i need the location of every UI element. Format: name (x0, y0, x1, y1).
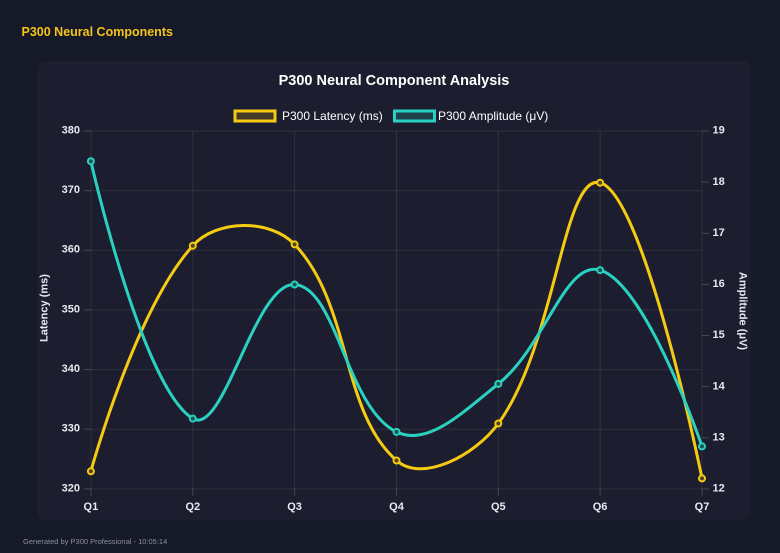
svg-text:360: 360 (62, 244, 80, 256)
svg-text:Q2: Q2 (185, 501, 200, 513)
svg-text:Amplitude (μV): Amplitude (μV) (737, 272, 749, 351)
svg-text:16: 16 (713, 278, 725, 290)
svg-text:370: 370 (62, 184, 80, 196)
svg-text:14: 14 (713, 380, 726, 392)
svg-text:350: 350 (62, 303, 80, 315)
svg-text:18: 18 (713, 176, 725, 188)
svg-text:Q6: Q6 (593, 501, 608, 513)
svg-text:Q7: Q7 (695, 501, 710, 513)
svg-text:P300 Neural Component Analysis: P300 Neural Component Analysis (279, 73, 510, 89)
svg-text:Generated by P300 Professional: Generated by P300 Professional - 10:05:1… (23, 537, 167, 546)
svg-text:19: 19 (713, 125, 725, 137)
svg-text:P300 Amplitude (μV): P300 Amplitude (μV) (438, 109, 548, 123)
svg-text:320: 320 (62, 482, 80, 494)
svg-text:Q4: Q4 (389, 501, 405, 513)
svg-text:340: 340 (62, 363, 80, 375)
svg-text:17: 17 (713, 227, 725, 239)
svg-text:Q5: Q5 (491, 501, 506, 513)
svg-text:P300 Latency (ms): P300 Latency (ms) (282, 109, 383, 123)
svg-text:15: 15 (713, 329, 725, 341)
svg-text:Q3: Q3 (287, 501, 302, 513)
svg-text:Latency (ms): Latency (ms) (39, 274, 51, 342)
svg-text:13: 13 (713, 432, 725, 444)
svg-text:380: 380 (62, 124, 80, 136)
svg-text:Q1: Q1 (84, 501, 99, 513)
svg-text:P300 Neural Components: P300 Neural Components (22, 25, 173, 39)
svg-text:12: 12 (713, 483, 725, 495)
svg-text:330: 330 (62, 423, 80, 435)
